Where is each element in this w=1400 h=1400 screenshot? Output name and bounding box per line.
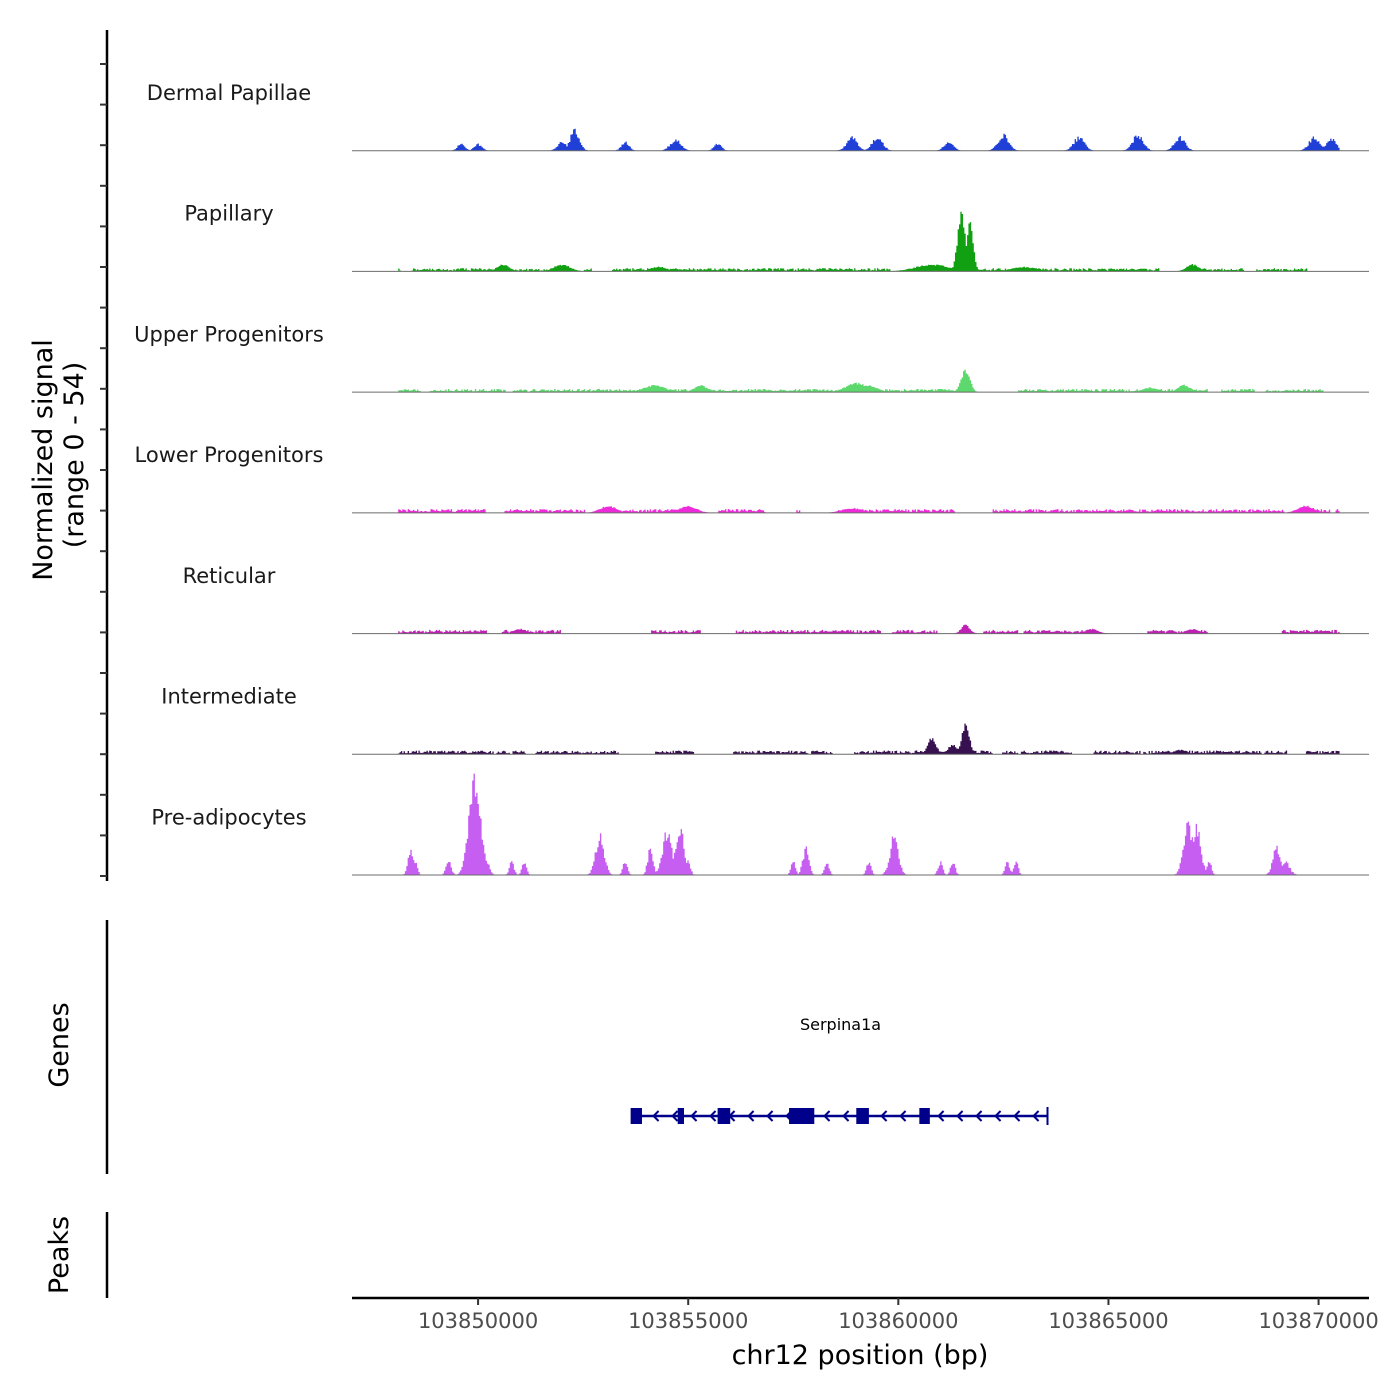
track-label: Dermal Papillae bbox=[147, 81, 311, 105]
x-tick-label: 103850000 bbox=[418, 1309, 538, 1333]
x-axis-title: chr12 position (bp) bbox=[732, 1340, 989, 1371]
track-dermal-papillae: Dermal Papillae bbox=[147, 81, 1369, 152]
track-reticular: Reticular bbox=[183, 564, 1369, 635]
strand-arrow bbox=[709, 1110, 717, 1122]
x-tick-label: 103860000 bbox=[838, 1309, 958, 1333]
x-tick-label: 103865000 bbox=[1048, 1309, 1168, 1333]
x-axis-ticks: 103850000 103855000 103860000 103865000 1038… bbox=[418, 1298, 1379, 1333]
signal-tracks: Dermal Papillae Papillary Upper Progenitor… bbox=[134, 81, 1369, 876]
x-tick-label: 103855000 bbox=[628, 1309, 748, 1333]
track-papillary: Papillary bbox=[184, 202, 1369, 272]
strand-arrow bbox=[671, 1110, 679, 1122]
track-label: Pre-adipocytes bbox=[151, 805, 306, 829]
strand-arrow bbox=[766, 1110, 774, 1122]
track-label: Reticular bbox=[183, 564, 276, 588]
track-pre-adipocytes: Pre-adipocytes bbox=[151, 773, 1369, 876]
strand-arrow bbox=[956, 1110, 964, 1122]
exon bbox=[630, 1108, 642, 1124]
y-axis-subtitle: (range 0 - 54) bbox=[59, 362, 90, 549]
track-label: Upper Progenitors bbox=[134, 322, 324, 346]
gene-name-label: Serpina1a bbox=[800, 1015, 881, 1034]
strand-arrow bbox=[1013, 1110, 1021, 1122]
signal-area bbox=[398, 505, 1340, 513]
strand-arrow bbox=[899, 1110, 907, 1122]
gene-annotations: Serpina1a bbox=[630, 1015, 1049, 1125]
exon bbox=[717, 1108, 731, 1124]
peaks-panel-label: Peaks bbox=[44, 1216, 75, 1294]
strand-arrow bbox=[994, 1110, 1002, 1122]
track-upper-progenitors: Upper Progenitors bbox=[134, 322, 1369, 393]
signal-area bbox=[398, 773, 1340, 875]
track-intermediate: Intermediate bbox=[161, 685, 1369, 755]
signal-area bbox=[398, 128, 1340, 151]
track-lower-progenitors: Lower Progenitors bbox=[135, 443, 1369, 514]
strand-arrow bbox=[880, 1110, 888, 1122]
signal-area bbox=[398, 624, 1340, 634]
x-tick-label: 103870000 bbox=[1258, 1309, 1378, 1333]
exon bbox=[677, 1108, 684, 1124]
gene-serpina1a: Serpina1a bbox=[630, 1015, 1049, 1125]
track-label: Papillary bbox=[184, 202, 273, 226]
strand-arrow bbox=[1032, 1110, 1040, 1122]
y-axis-title: Normalized signal bbox=[28, 339, 59, 581]
exon bbox=[789, 1108, 815, 1124]
signal-area bbox=[398, 723, 1340, 755]
strand-arrow bbox=[690, 1110, 698, 1122]
exon bbox=[856, 1108, 869, 1124]
strand-arrow bbox=[975, 1110, 983, 1122]
strand-arrow bbox=[937, 1110, 945, 1122]
signal-area bbox=[398, 211, 1340, 272]
track-label: Lower Progenitors bbox=[135, 443, 324, 467]
signal-area bbox=[398, 369, 1340, 393]
strand-arrow bbox=[747, 1110, 755, 1122]
signal-y-axis-ticks bbox=[100, 63, 107, 877]
genes-panel-label: Genes bbox=[44, 1002, 75, 1087]
track-label: Intermediate bbox=[161, 685, 297, 709]
strand-arrow bbox=[652, 1110, 660, 1122]
exon bbox=[919, 1108, 930, 1124]
strand-arrow bbox=[842, 1110, 850, 1122]
strand-arrow bbox=[823, 1110, 831, 1122]
